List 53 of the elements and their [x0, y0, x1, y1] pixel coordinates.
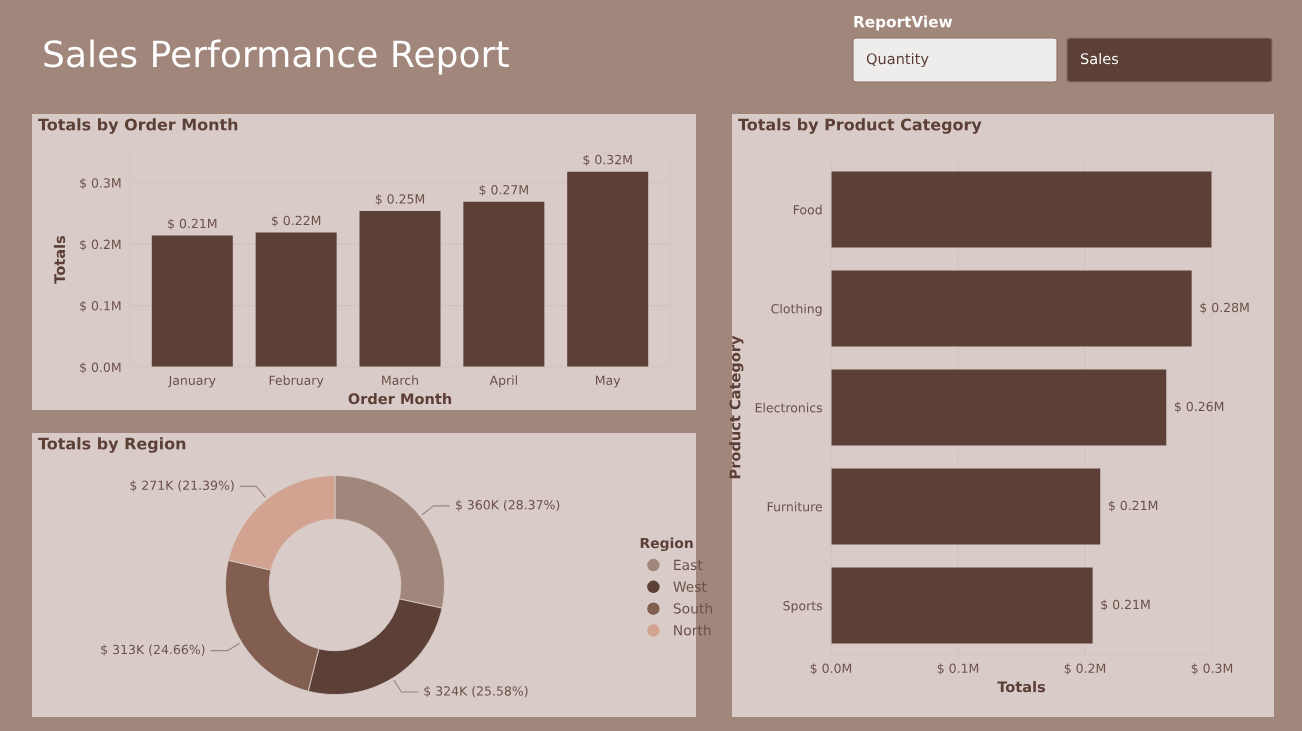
- bar: [831, 369, 1167, 446]
- y-tick-label: $ 0.1M: [80, 300, 121, 313]
- chart-title: Totals by Order Month: [38, 118, 238, 134]
- legend-title: Region: [640, 537, 693, 552]
- data-label: $ 0.25M: [375, 193, 425, 206]
- x-tick-label: April: [489, 375, 517, 388]
- y-axis-title: Product Category: [729, 335, 744, 479]
- bar: [831, 468, 1101, 545]
- bar: [255, 232, 337, 367]
- x-axis-title: Totals: [997, 680, 1046, 693]
- text: Sales Performance Report: [44, 39, 509, 75]
- bar: [831, 270, 1192, 347]
- bar: [831, 171, 1212, 248]
- bar: [831, 567, 1093, 644]
- text: Sales: [1080, 52, 1119, 65]
- y-tick-label: Sports: [783, 600, 823, 613]
- y-axis-title: Totals: [53, 235, 66, 284]
- y-tick-label: Food: [793, 204, 822, 215]
- data-label: $ 360K (28.37%): [455, 499, 560, 512]
- x-axis-title: Order Month: [348, 392, 452, 405]
- data-label: $ 0.27M: [479, 184, 528, 197]
- data-label: $ 0.21M: [1101, 599, 1150, 611]
- y-tick-label: Clothing: [771, 303, 822, 316]
- data-label: $ 0.22M: [271, 215, 321, 227]
- y-tick-label: $ 0.3M: [80, 177, 121, 190]
- bar: [359, 210, 441, 367]
- bar: [151, 235, 233, 367]
- bar: [567, 171, 649, 367]
- chart-title: Totals by Product Category: [738, 118, 982, 134]
- x-tick-label: January: [167, 375, 216, 388]
- bar: [463, 201, 545, 367]
- data-label: $ 313K (24.66%): [101, 644, 205, 656]
- data-label: $ 271K (21.39%): [130, 480, 234, 492]
- x-tick-label: $ 0.2M: [1064, 663, 1106, 675]
- x-tick-label: May: [596, 375, 621, 388]
- chart-title: Totals by Region: [38, 437, 186, 453]
- x-tick-label: $ 0.0M: [810, 663, 852, 675]
- y-tick-label: Electronics: [755, 402, 823, 413]
- data-label: $ 0.28M: [1200, 302, 1249, 314]
- x-tick-label: March: [382, 375, 418, 386]
- y-tick-label: $ 0.0M: [80, 362, 121, 374]
- data-label: $ 0.26M: [1174, 401, 1224, 413]
- text: ReportView: [854, 15, 953, 31]
- y-tick-label: $ 0.2M: [80, 239, 121, 251]
- text: Quantity: [866, 52, 929, 68]
- x-tick-label: February: [269, 375, 324, 388]
- data-label: $ 0.21M: [168, 218, 217, 230]
- data-label: $ 0.32M: [583, 154, 632, 166]
- data-label: $ 0.21M: [1108, 500, 1158, 512]
- data-label: $ 324K (25.58%): [424, 686, 528, 698]
- x-tick-label: $ 0.1M: [937, 663, 979, 675]
- x-tick-label: $ 0.3M: [1191, 663, 1233, 675]
- y-tick-label: Furniture: [767, 501, 822, 512]
